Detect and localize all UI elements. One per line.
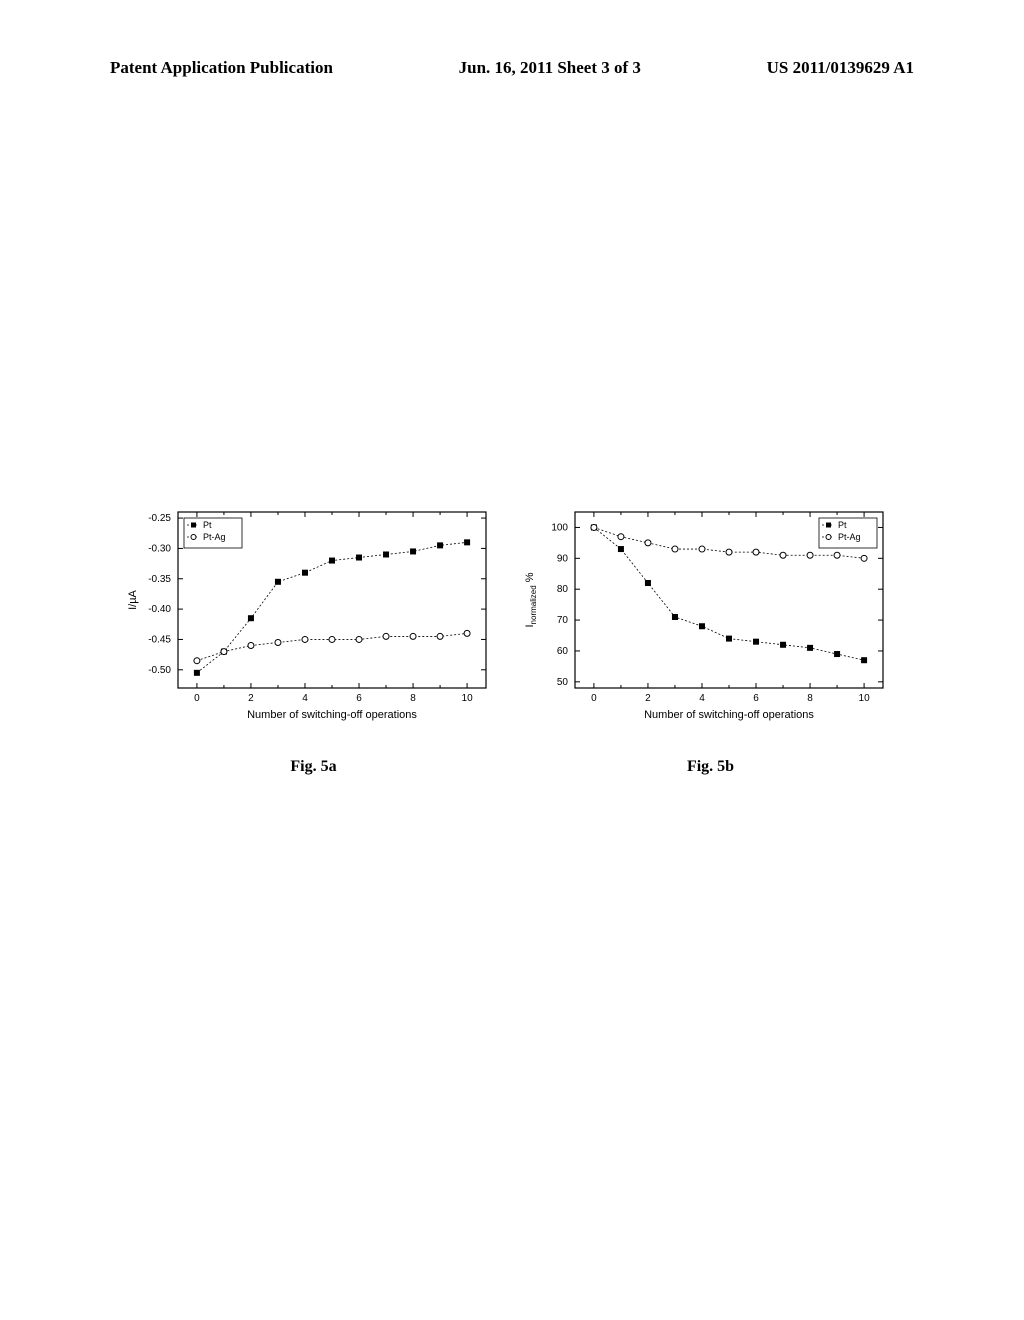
svg-text:-0.45: -0.45 <box>148 634 171 645</box>
svg-text:Number of switching-off operat: Number of switching-off operations <box>247 709 417 721</box>
header-center: Jun. 16, 2011 Sheet 3 of 3 <box>459 58 641 78</box>
svg-text:70: 70 <box>557 615 569 626</box>
svg-text:-0.35: -0.35 <box>148 574 171 585</box>
chart-b: 0 2 4 6 8 10 50 60 70 80 90 100 Number of switching-… <box>517 500 897 730</box>
svg-text:60: 60 <box>557 646 569 657</box>
page-header: Patent Application Publication Jun. 16, … <box>0 58 1024 78</box>
svg-text:Pt-Ag: Pt-Ag <box>838 532 861 542</box>
chart-a: 0 2 4 6 8 10 -0.50 -0.45 -0.40 -0.35 -0.30 -0.25 Num… <box>120 500 500 730</box>
svg-text:Pt-Ag: Pt-Ag <box>203 532 226 542</box>
svg-text:8: 8 <box>410 693 416 704</box>
svg-text:6: 6 <box>356 693 362 704</box>
svg-text:6: 6 <box>753 693 759 704</box>
svg-text:4: 4 <box>699 693 705 704</box>
chart-b-caption: Fig. 5b <box>517 758 904 776</box>
svg-text:-0.30: -0.30 <box>148 543 171 554</box>
svg-text:2: 2 <box>645 693 651 704</box>
svg-text:-0.50: -0.50 <box>148 665 171 676</box>
header-left: Patent Application Publication <box>110 58 333 78</box>
svg-text:90: 90 <box>557 553 569 564</box>
chart-a-caption: Fig. 5a <box>120 758 507 776</box>
svg-text:50: 50 <box>557 677 569 688</box>
svg-text:0: 0 <box>194 693 200 704</box>
svg-text:10: 10 <box>462 693 474 704</box>
svg-text:Pt: Pt <box>838 520 847 530</box>
svg-text:80: 80 <box>557 584 569 595</box>
svg-text:100: 100 <box>551 522 568 533</box>
svg-text:Pt: Pt <box>203 520 212 530</box>
header-right: US 2011/0139629 A1 <box>767 58 914 78</box>
svg-text:8: 8 <box>807 693 813 704</box>
svg-text:4: 4 <box>302 693 308 704</box>
svg-text:2: 2 <box>248 693 254 704</box>
svg-text:Number of switching-off operat: Number of switching-off operations <box>644 709 814 721</box>
svg-text:10: 10 <box>859 693 871 704</box>
svg-text:I/µA: I/µA <box>127 589 139 609</box>
chart-a-container: 0 2 4 6 8 10 -0.50 -0.45 -0.40 -0.35 -0.30 -0.25 Num… <box>120 500 507 776</box>
chart-b-container: 0 2 4 6 8 10 50 60 70 80 90 100 Number of switching-… <box>517 500 904 776</box>
svg-text:-0.25: -0.25 <box>148 513 171 524</box>
svg-text:Inormalized %: Inormalized % <box>524 572 538 627</box>
charts-row: 0 2 4 6 8 10 -0.50 -0.45 -0.40 -0.35 -0.30 -0.25 Num… <box>120 500 904 776</box>
svg-text:-0.40: -0.40 <box>148 604 171 615</box>
svg-text:0: 0 <box>591 693 597 704</box>
